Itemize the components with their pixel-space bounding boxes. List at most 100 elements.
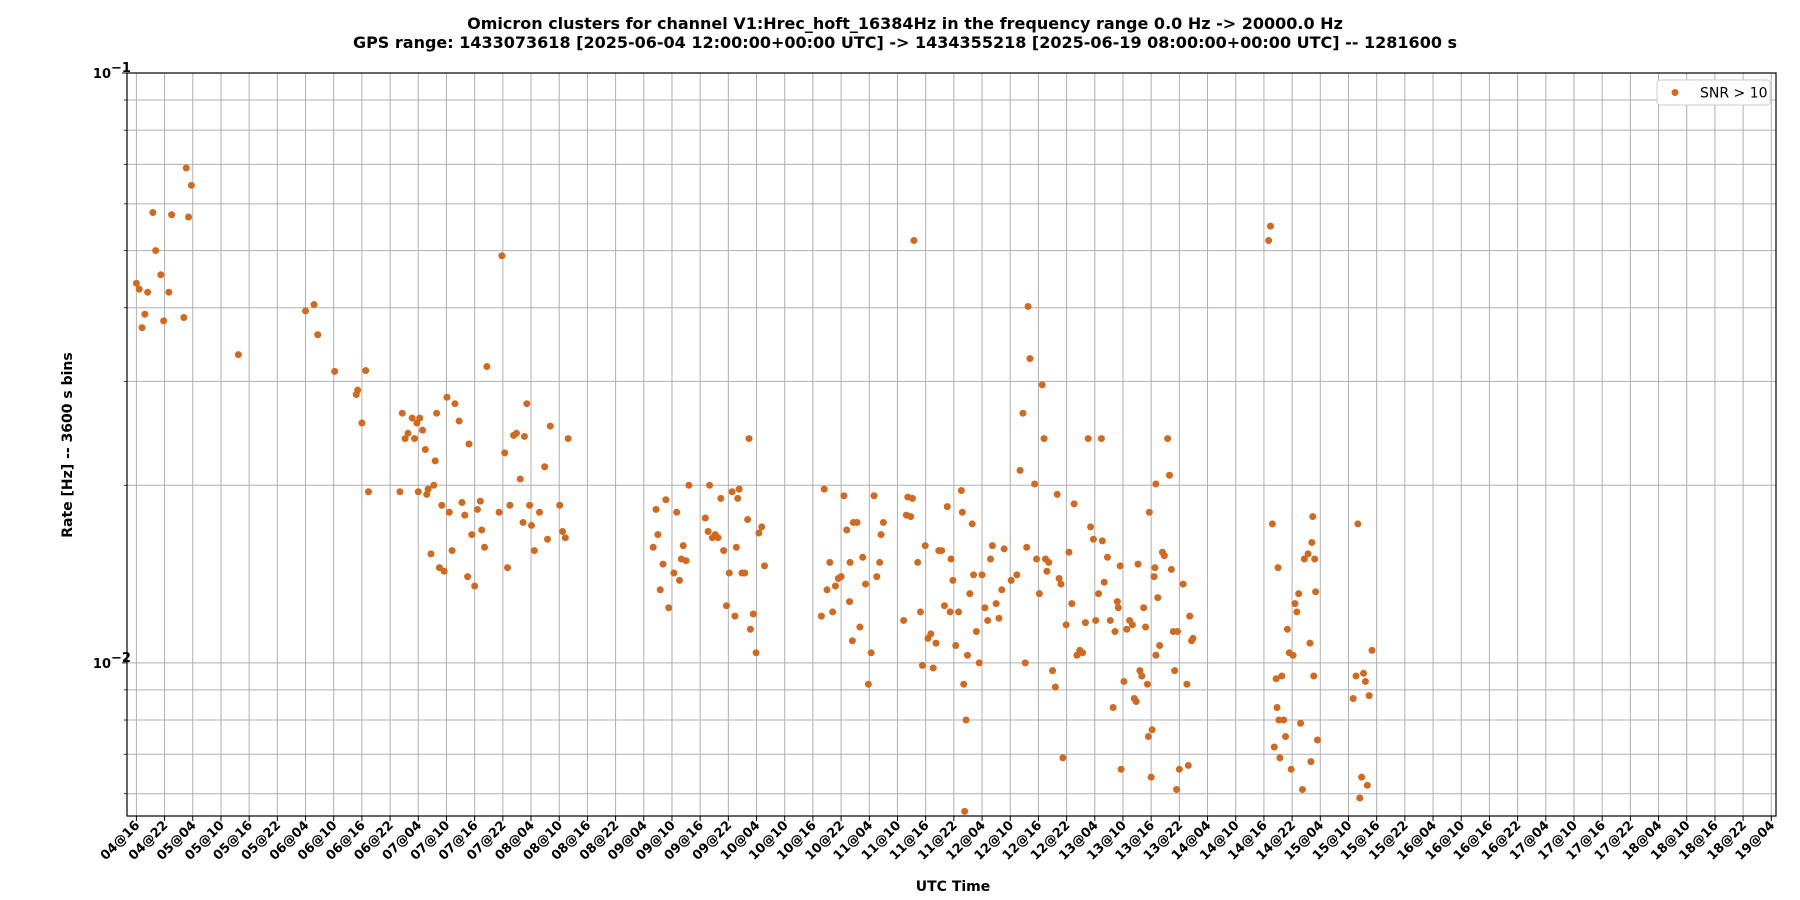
data-point (541, 463, 549, 471)
data-point (1098, 537, 1106, 545)
data-point (1145, 508, 1153, 516)
data-point (1274, 564, 1282, 572)
data-point (1026, 355, 1034, 363)
data-point (1031, 480, 1039, 488)
data-point (396, 488, 404, 496)
data-point (1111, 628, 1119, 636)
data-point (443, 393, 451, 401)
data-point (701, 514, 709, 522)
data-point (1358, 773, 1366, 781)
data-point (864, 680, 872, 688)
data-point (1356, 794, 1364, 802)
y-tick-exponent: −1 (111, 61, 131, 76)
data-point (1282, 733, 1290, 741)
data-point (932, 639, 940, 647)
data-point (512, 429, 520, 437)
data-point (1000, 545, 1008, 553)
data-point (649, 543, 657, 551)
data-point (843, 526, 851, 534)
data-point (421, 445, 429, 453)
data-point (1360, 669, 1368, 677)
data-point (947, 555, 955, 563)
chart-subtitle: GPS range: 1433073618 [2025-06-04 12:00:… (353, 33, 1457, 52)
data-point (1049, 667, 1057, 675)
data-point (1100, 578, 1108, 586)
data-point (949, 576, 957, 584)
data-point (1016, 466, 1024, 474)
data-point (714, 534, 722, 542)
data-point (1089, 535, 1097, 543)
data-point (1140, 604, 1148, 612)
data-point (144, 288, 152, 296)
data-point (846, 558, 854, 566)
legend-box (1656, 79, 1771, 106)
data-point (1361, 677, 1369, 685)
legend-marker (1671, 89, 1679, 96)
data-point (823, 586, 831, 594)
data-point (168, 211, 176, 219)
data-point (180, 314, 188, 322)
data-point (1167, 565, 1175, 573)
data-point (870, 492, 878, 500)
data-point (722, 602, 730, 610)
data-point (652, 505, 660, 513)
data-point (1173, 785, 1181, 793)
data-point (527, 521, 535, 529)
data-point (556, 501, 564, 509)
data-point (535, 508, 543, 516)
data-point (458, 499, 466, 507)
data-point (981, 604, 989, 612)
data-point (749, 610, 757, 618)
data-point (1062, 621, 1070, 629)
data-point (427, 550, 435, 558)
data-point (1184, 761, 1192, 769)
data-point (1175, 765, 1183, 773)
data-point (141, 310, 149, 318)
data-point (706, 481, 714, 489)
data-point (523, 400, 531, 408)
data-point (970, 571, 978, 579)
data-point (1273, 704, 1281, 712)
data-point (501, 449, 509, 457)
data-point (152, 247, 160, 255)
data-point (659, 560, 667, 568)
data-point (1019, 409, 1027, 417)
data-point (506, 501, 514, 509)
data-point (876, 558, 884, 566)
data-point (921, 542, 929, 550)
data-point (734, 494, 742, 502)
data-point (1266, 222, 1274, 230)
data-point (656, 586, 664, 594)
data-point (978, 571, 986, 579)
data-point (1079, 649, 1087, 657)
data-point (1143, 680, 1151, 688)
data-point (961, 807, 969, 815)
data-point (398, 409, 406, 417)
data-point (873, 573, 881, 581)
data-point (877, 531, 885, 539)
data-point (1287, 765, 1295, 773)
data-point (530, 547, 538, 555)
data-point (1095, 590, 1103, 598)
data-point (927, 630, 935, 638)
data-point (465, 440, 473, 448)
y-axis-label: Rate [Hz] -- 3600 s bins (60, 352, 76, 538)
data-point (992, 600, 1000, 608)
plot-frame (126, 72, 1777, 817)
data-point (916, 608, 924, 616)
data-point (1057, 580, 1065, 588)
data-point (559, 527, 567, 535)
data-point (1308, 538, 1316, 546)
data-point (1306, 639, 1314, 647)
data-point (445, 508, 453, 516)
data-point (675, 576, 683, 584)
data-point (1120, 677, 1128, 685)
data-point (448, 547, 456, 555)
data-point (473, 505, 481, 513)
data-point (918, 661, 926, 669)
data-point (157, 271, 165, 279)
data-point (960, 680, 968, 688)
data-point (725, 569, 733, 577)
y-tick-exponent: −2 (111, 651, 131, 666)
data-point (1023, 543, 1031, 551)
